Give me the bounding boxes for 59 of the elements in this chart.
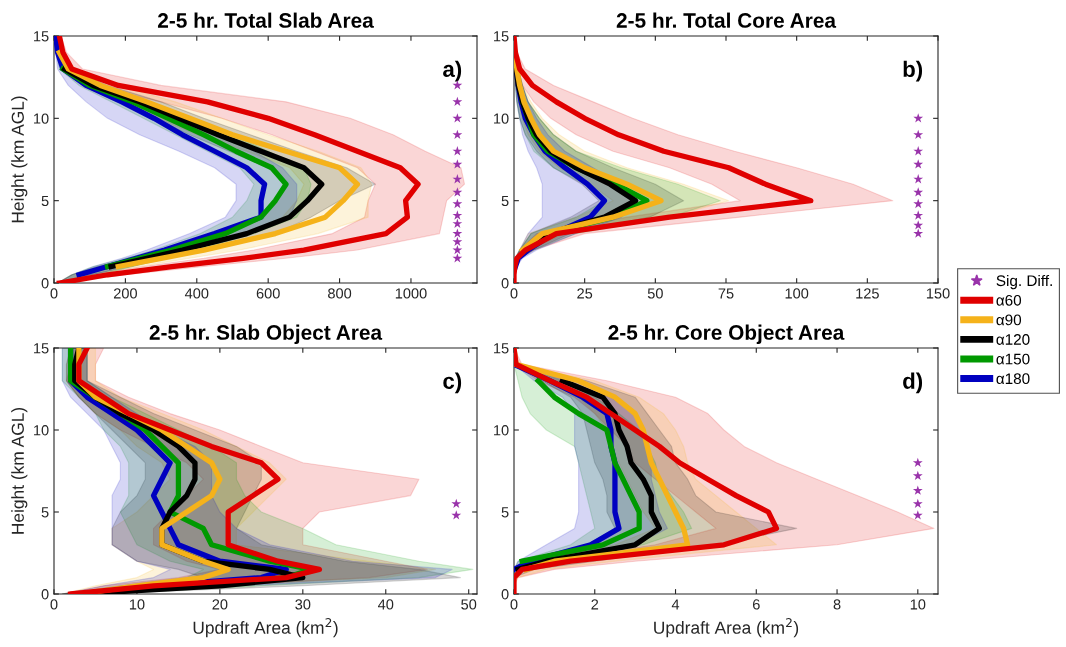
annotation: b) xyxy=(903,60,923,82)
legend-label: α120 xyxy=(996,334,1030,345)
x-tick-label: 0 xyxy=(510,599,518,610)
x-tick-label: 50 xyxy=(461,599,477,610)
x-axis-title: Updraft Area (km$^{2}$) xyxy=(654,618,799,638)
y-tick-label: 0 xyxy=(501,589,509,600)
x-tick-label: 125 xyxy=(856,288,879,299)
x-tick-label: 30 xyxy=(295,599,311,610)
legend-label: Sig. Diff. xyxy=(996,274,1052,290)
y-tick-label: 5 xyxy=(41,507,49,518)
x-tick-label: 150 xyxy=(926,288,950,299)
x-tick-label: 10 xyxy=(910,599,926,610)
x-tick-label: 400 xyxy=(184,288,209,299)
y-tick-label: 10 xyxy=(34,113,49,124)
y-tick-label: 5 xyxy=(501,507,509,518)
chart-title: 2-5 hr. Total Core Area xyxy=(616,12,837,28)
x-tick-label: 8 xyxy=(833,599,841,610)
x-tick-label: 10 xyxy=(129,599,145,610)
y-tick-label: 10 xyxy=(34,425,49,436)
annotation: a) xyxy=(443,60,462,82)
chart-title: 2-5 hr. Slab Object Area xyxy=(149,324,383,344)
annotation: c) xyxy=(443,372,462,394)
x-tick-label: 1000 xyxy=(395,288,427,299)
legend-label: α60 xyxy=(996,294,1022,306)
x-tick-label: 0 xyxy=(510,288,518,299)
legend-label: α150 xyxy=(996,353,1030,365)
y-tick-label: 0 xyxy=(41,589,49,600)
x-tick-label: 75 xyxy=(718,288,734,299)
y-tick-label: 15 xyxy=(494,31,509,42)
y-tick-label: 5 xyxy=(41,195,49,207)
x-tick-label: 100 xyxy=(785,288,809,299)
y-tick-label: 15 xyxy=(494,343,509,354)
x-tick-label: 800 xyxy=(328,288,352,299)
annotation: d) xyxy=(903,372,923,394)
y-axis-title: Height (km AGL) xyxy=(11,407,28,534)
x-tick-label: 50 xyxy=(647,288,663,299)
y-tick-label: 0 xyxy=(41,278,49,289)
y-tick-label: 15 xyxy=(34,343,49,354)
x-tick-label: 40 xyxy=(377,599,394,610)
x-axis-title: Updraft Area (km$^{2}$) xyxy=(193,618,338,638)
chart-title: 2-5 hr. Total Slab Area xyxy=(157,12,374,28)
x-tick-label: 20 xyxy=(212,599,228,610)
y-tick-label: 15 xyxy=(34,31,49,42)
x-tick-label: 0 xyxy=(50,288,58,299)
legend-label: α180 xyxy=(996,373,1030,385)
chart-title: 2-5 hr. Core Object Area xyxy=(608,324,845,344)
legend-label: α90 xyxy=(996,314,1022,326)
y-tick-label: 10 xyxy=(494,113,509,124)
x-tick-label: 25 xyxy=(577,288,593,299)
x-tick-label: 0 xyxy=(50,599,58,610)
y-tick-label: 0 xyxy=(501,278,509,289)
y-axis-title: Height (km AGL) xyxy=(11,96,28,223)
x-tick-label: 4 xyxy=(671,599,680,610)
x-tick-label: 200 xyxy=(113,288,137,299)
x-tick-label: 2 xyxy=(591,599,599,610)
y-tick-label: 10 xyxy=(494,425,509,436)
y-tick-label: 5 xyxy=(501,195,509,207)
x-tick-label: 600 xyxy=(256,288,280,299)
x-tick-label: 6 xyxy=(752,599,760,610)
